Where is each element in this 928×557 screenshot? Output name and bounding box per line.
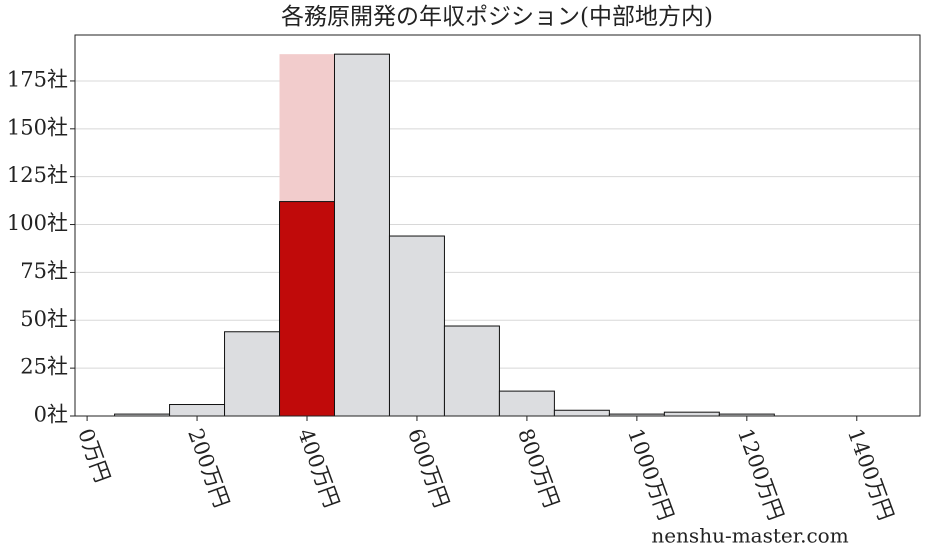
bar <box>443 325 500 417</box>
bar <box>498 390 555 417</box>
y-tick-label: 175社 <box>7 67 68 91</box>
bar <box>663 411 720 417</box>
x-tick-label: 1000万円 <box>623 425 678 523</box>
y-tick-label: 0社 <box>34 403 68 427</box>
x-tick-label: 1200万円 <box>733 425 788 523</box>
bar <box>169 404 226 417</box>
x-tick-label: 200万円 <box>183 425 234 510</box>
watermark: nenshu-master.com <box>651 524 848 548</box>
bar <box>224 331 281 417</box>
x-tick-label: 600万円 <box>403 425 454 510</box>
plot-frame <box>74 34 921 417</box>
bar <box>553 409 610 417</box>
y-tick-label: 100社 <box>7 211 68 235</box>
chart-title: 各務原開発の年収ポジション(中部地方内) <box>281 4 713 30</box>
y-tick-label: 150社 <box>7 115 68 139</box>
bar <box>388 235 445 417</box>
y-tick-label: 50社 <box>20 307 68 331</box>
x-tick-label: 1400万円 <box>843 425 898 523</box>
bar <box>333 53 390 417</box>
y-tick-label: 25社 <box>20 355 68 379</box>
x-tick-label: 800万円 <box>513 425 564 510</box>
x-tick-label: 400万円 <box>293 425 344 510</box>
x-tick-label: 0万円 <box>73 425 114 485</box>
bar <box>279 201 335 417</box>
y-tick-label: 125社 <box>7 163 68 187</box>
y-tick-label: 75社 <box>20 259 68 283</box>
